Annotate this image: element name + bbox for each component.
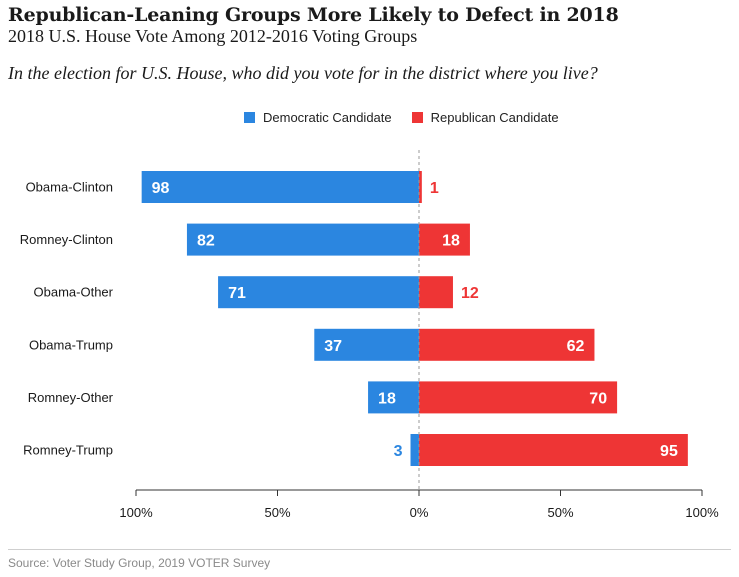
data-label-republican: 95 [660,443,678,460]
bar-democratic [410,434,419,466]
x-tick-label: 100% [685,505,719,520]
bar-democratic [368,381,419,414]
category-label: Romney-Clinton [20,232,113,247]
category-label: Romney-Other [28,390,114,405]
data-label-republican: 1 [430,180,439,197]
x-tick-label: 0% [410,505,429,520]
chart-subtitle: 2018 U.S. House Vote Among 2012-2016 Vot… [8,26,418,46]
bar-republican [419,276,453,309]
bar-democratic [218,276,419,309]
data-label-republican: 12 [461,285,479,302]
bar-republican [419,223,470,256]
legend-swatch-republican [411,112,423,123]
data-label-democratic: 18 [378,390,396,407]
category-label: Obama-Trump [29,337,113,352]
chart-legend: Democratic Candidate Republican Candidat… [244,110,579,125]
data-label-democratic: 37 [324,338,342,355]
bar-republican [419,381,618,414]
legend-swatch-democratic [244,112,255,123]
x-tick-label: 50% [264,505,290,520]
x-tick-label: 100% [119,505,153,520]
data-label-democratic: 82 [197,233,215,250]
bar-democratic [314,328,419,361]
bar-democratic [186,223,419,256]
bar-democratic [141,171,419,203]
legend-label-republican: Republican Candidate [430,110,559,125]
bar-republican [419,328,595,361]
category-label: Obama-Clinton [26,180,113,195]
source-note: Source: Voter Study Group, 2019 VOTER Su… [8,556,271,570]
bar-republican [419,171,422,203]
x-tick-label: 50% [547,505,573,520]
category-label: Romney-Trump [23,443,113,458]
bar-republican [419,434,688,466]
source-divider [8,549,731,550]
legend-item-democratic: Democratic Candidate [244,110,392,125]
data-label-republican: 62 [567,338,585,355]
survey-question: In the election for U.S. House, who did … [8,63,598,83]
data-label-democratic: 98 [152,180,170,197]
data-label-republican: 70 [589,390,607,407]
data-label-democratic: 3 [394,443,403,460]
legend-label-democratic: Democratic Candidate [263,110,392,125]
chart-title: Republican-Leaning Groups More Likely to… [8,4,619,26]
data-label-democratic: 71 [228,285,246,302]
category-label: Obama-Other [34,285,114,300]
legend-item-republican: Republican Candidate [411,110,559,125]
data-label-republican: 18 [442,233,460,250]
